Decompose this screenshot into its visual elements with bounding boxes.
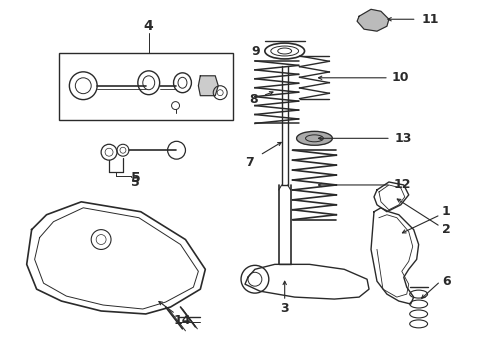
Text: 3: 3 [280, 302, 289, 315]
Text: 14: 14 [174, 314, 191, 327]
Text: 10: 10 [392, 71, 410, 84]
Text: 2: 2 [442, 223, 451, 236]
Text: 9: 9 [251, 45, 260, 58]
Text: 1: 1 [442, 205, 451, 218]
Polygon shape [357, 9, 389, 31]
Text: 11: 11 [422, 13, 440, 26]
Text: 8: 8 [249, 93, 258, 106]
Bar [59, 53, 233, 121]
Text: 4: 4 [144, 19, 154, 33]
Text: 13: 13 [394, 132, 412, 145]
Polygon shape [198, 76, 218, 96]
Text: 5: 5 [131, 176, 140, 189]
Ellipse shape [296, 131, 332, 145]
Text: 5: 5 [131, 171, 141, 185]
Text: 12: 12 [394, 179, 412, 192]
Text: 7: 7 [245, 156, 254, 168]
Text: 6: 6 [442, 275, 451, 288]
